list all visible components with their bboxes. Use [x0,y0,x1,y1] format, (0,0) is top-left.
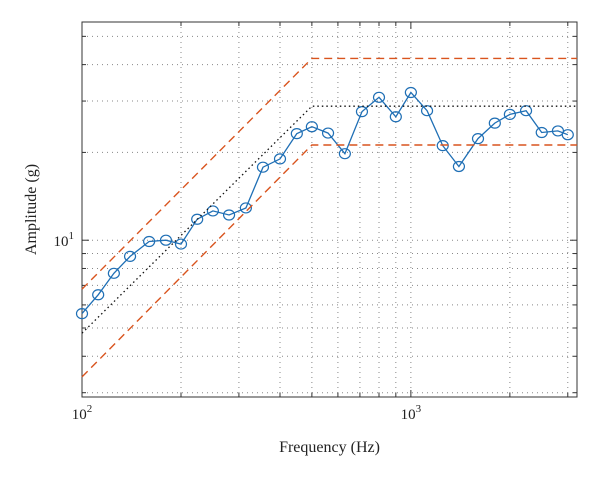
measured-point [503,108,516,121]
measured-point [338,148,351,160]
x-axis-label: Frequency (Hz) [279,439,380,456]
measured-point [519,105,533,117]
measured-point [92,289,105,301]
measured-point [123,250,137,263]
measured-point [488,117,501,129]
axis-ticks [82,22,577,397]
measured-point [191,213,204,225]
measured-point [305,121,318,133]
lower-limit-line [81,144,577,378]
measured-point [420,105,434,117]
plot-series [75,57,577,378]
measured-point [561,129,574,141]
measured-point [404,86,417,99]
measured-point [471,133,485,145]
upper-limit-line [81,57,577,290]
measured-point [273,153,287,165]
measured-point [535,126,548,139]
measured-point [256,161,270,173]
measured-point [143,235,156,248]
measured-point [372,91,386,103]
measured-line [81,91,569,315]
measured-point [107,267,120,279]
grid [82,22,577,397]
measured-point [389,111,402,123]
measured-point [222,209,236,221]
measured-point [206,205,219,217]
tick-labels: 102 103 101 [54,230,422,423]
measured-point [290,128,303,140]
measured-point [75,308,89,320]
x-tick-label: 103 [401,403,422,423]
plot-frame [81,21,578,398]
reference-line [81,105,577,334]
measured-point [174,238,188,250]
x-tick-label: 102 [72,403,93,423]
y-axis-label: Amplitude (g) [23,164,40,255]
y-tick-label: 101 [54,230,75,250]
measured-point [355,106,369,118]
measured-point [239,202,252,214]
measured-point [321,127,335,139]
measured-point [452,160,466,173]
measured-point [159,234,173,246]
